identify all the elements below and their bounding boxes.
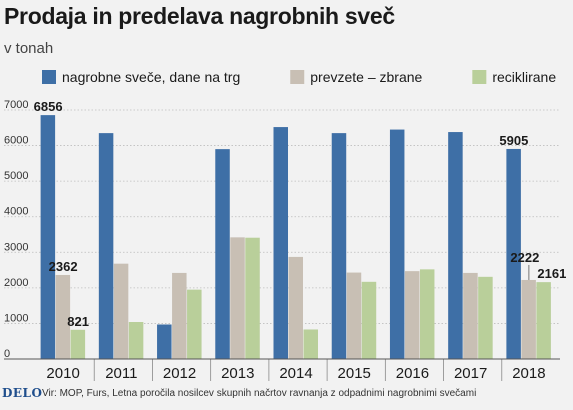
y-tick-label: 1000 xyxy=(4,312,28,324)
x-tick-label: 2012 xyxy=(163,365,196,382)
x-tick-label: 2015 xyxy=(338,365,371,382)
y-tick-label: 0 xyxy=(4,348,10,360)
x-tick-label: 2010 xyxy=(46,365,79,382)
bar-2018-2 xyxy=(536,282,551,359)
data-label: 2161 xyxy=(537,266,566,281)
bar-2017-2 xyxy=(478,276,493,359)
bar-2014-2 xyxy=(303,329,318,359)
x-tick-label: 2018 xyxy=(512,365,545,382)
legend-swatch xyxy=(42,70,56,84)
data-label: 5905 xyxy=(499,133,528,148)
bar-2010-2 xyxy=(70,329,86,359)
bar-2011-1 xyxy=(113,263,129,359)
bar-2014-0 xyxy=(273,127,288,360)
bar-2010-1 xyxy=(55,274,71,359)
bar-chart: nagrobne sveče, dane na trg prevzete – zb… xyxy=(4,69,566,382)
bar-2015-1 xyxy=(346,272,362,359)
legend-label: prevzete – zbrane xyxy=(310,69,422,85)
bar-2012-1 xyxy=(172,272,187,359)
bar-2011-0 xyxy=(98,133,114,359)
chart-subtitle: v tonah xyxy=(4,40,54,57)
data-label: 2222 xyxy=(510,250,539,265)
y-tick-label: 2000 xyxy=(4,277,28,289)
bar-2012-2 xyxy=(187,289,202,359)
bar-2013-1 xyxy=(230,237,245,359)
x-tick-label: 2014 xyxy=(279,365,312,382)
legend-swatch xyxy=(290,70,305,84)
bar-2010-0 xyxy=(40,115,56,359)
x-tick-label: 2016 xyxy=(396,365,429,382)
bar-2016-1 xyxy=(404,271,420,359)
legend-swatch xyxy=(472,70,487,84)
bar-2013-2 xyxy=(245,237,260,359)
y-tick-label: 3000 xyxy=(4,241,28,253)
y-tick-label: 4000 xyxy=(4,206,28,218)
data-label: 6856 xyxy=(34,99,63,114)
bar-2015-2 xyxy=(361,281,377,359)
y-tick-label: 6000 xyxy=(4,135,28,147)
bar-2014-1 xyxy=(288,256,303,359)
bar-2015-0 xyxy=(331,133,347,359)
x-tick-label: 2011 xyxy=(105,365,137,382)
chart-title: Prodaja in predelava nagrobnih sveč xyxy=(4,3,395,29)
legend-label: reciklirane xyxy=(492,69,556,85)
bar-2018-1 xyxy=(521,279,536,359)
bar-2016-0 xyxy=(389,129,405,359)
source-note: Vir: MOP, Furs, Letna poročila nosilcev … xyxy=(42,388,477,399)
bar-2016-2 xyxy=(419,269,435,359)
bar-2017-1 xyxy=(463,272,478,359)
bar-2012-0 xyxy=(157,324,172,359)
y-tick-label: 5000 xyxy=(4,170,28,182)
x-tick-label: 2017 xyxy=(454,365,487,382)
delo-logo: DELO xyxy=(2,386,43,400)
bar-2013-0 xyxy=(215,149,230,359)
data-label: 821 xyxy=(67,314,89,329)
bar-2018-0 xyxy=(506,148,521,359)
data-label: 2362 xyxy=(49,259,78,274)
x-tick-label: 2013 xyxy=(221,365,254,382)
bar-2011-2 xyxy=(128,322,144,359)
footer: DELO Vir: MOP, Furs, Letna poročila nosi… xyxy=(0,384,573,406)
legend-label: nagrobne sveče, dane na trg xyxy=(62,69,240,85)
bar-2017-0 xyxy=(448,132,463,359)
y-tick-label: 7000 xyxy=(4,99,28,111)
